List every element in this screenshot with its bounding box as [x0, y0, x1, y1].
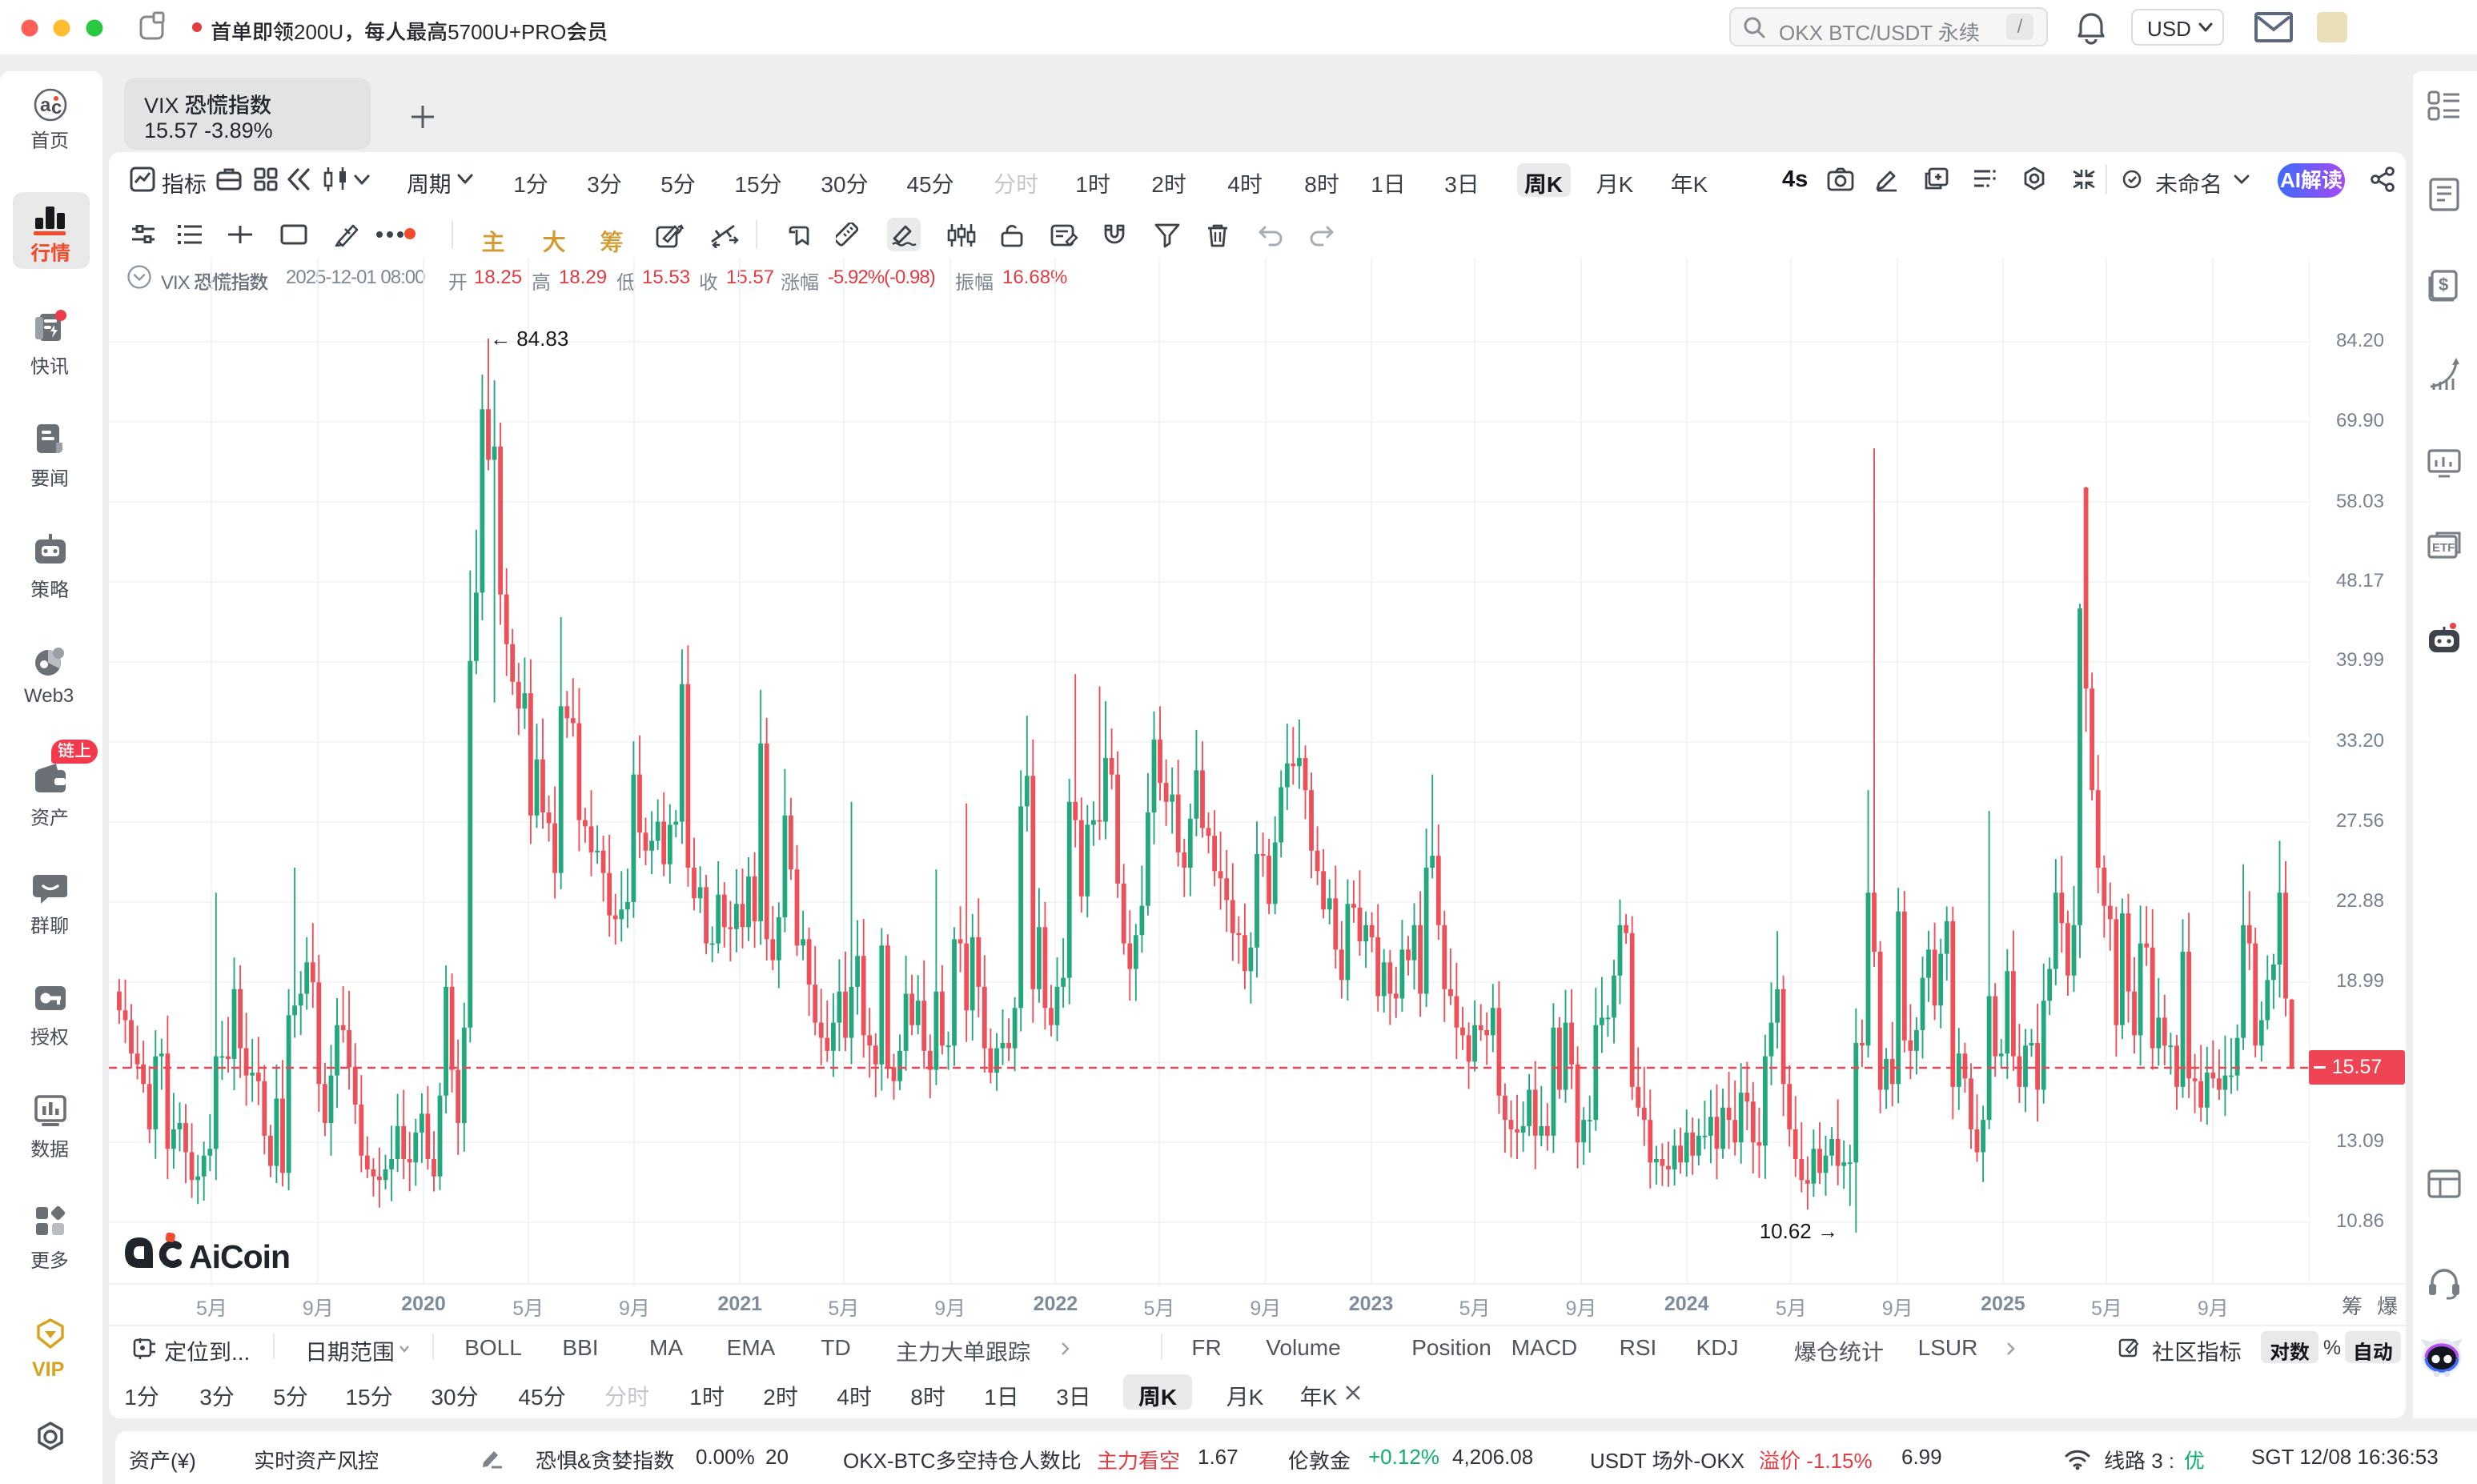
svg-text:$: $ [2439, 275, 2448, 295]
svg-text:a: a [40, 94, 51, 116]
svg-text:ETF: ETF [2432, 541, 2455, 555]
svg-text:AiCoin: AiCoin [189, 1238, 290, 1275]
svg-text:c: c [51, 97, 62, 118]
svg-text:10.62 →: 10.62 → [1760, 1219, 1838, 1243]
svg-text:← 84.83: ← 84.83 [490, 327, 568, 351]
